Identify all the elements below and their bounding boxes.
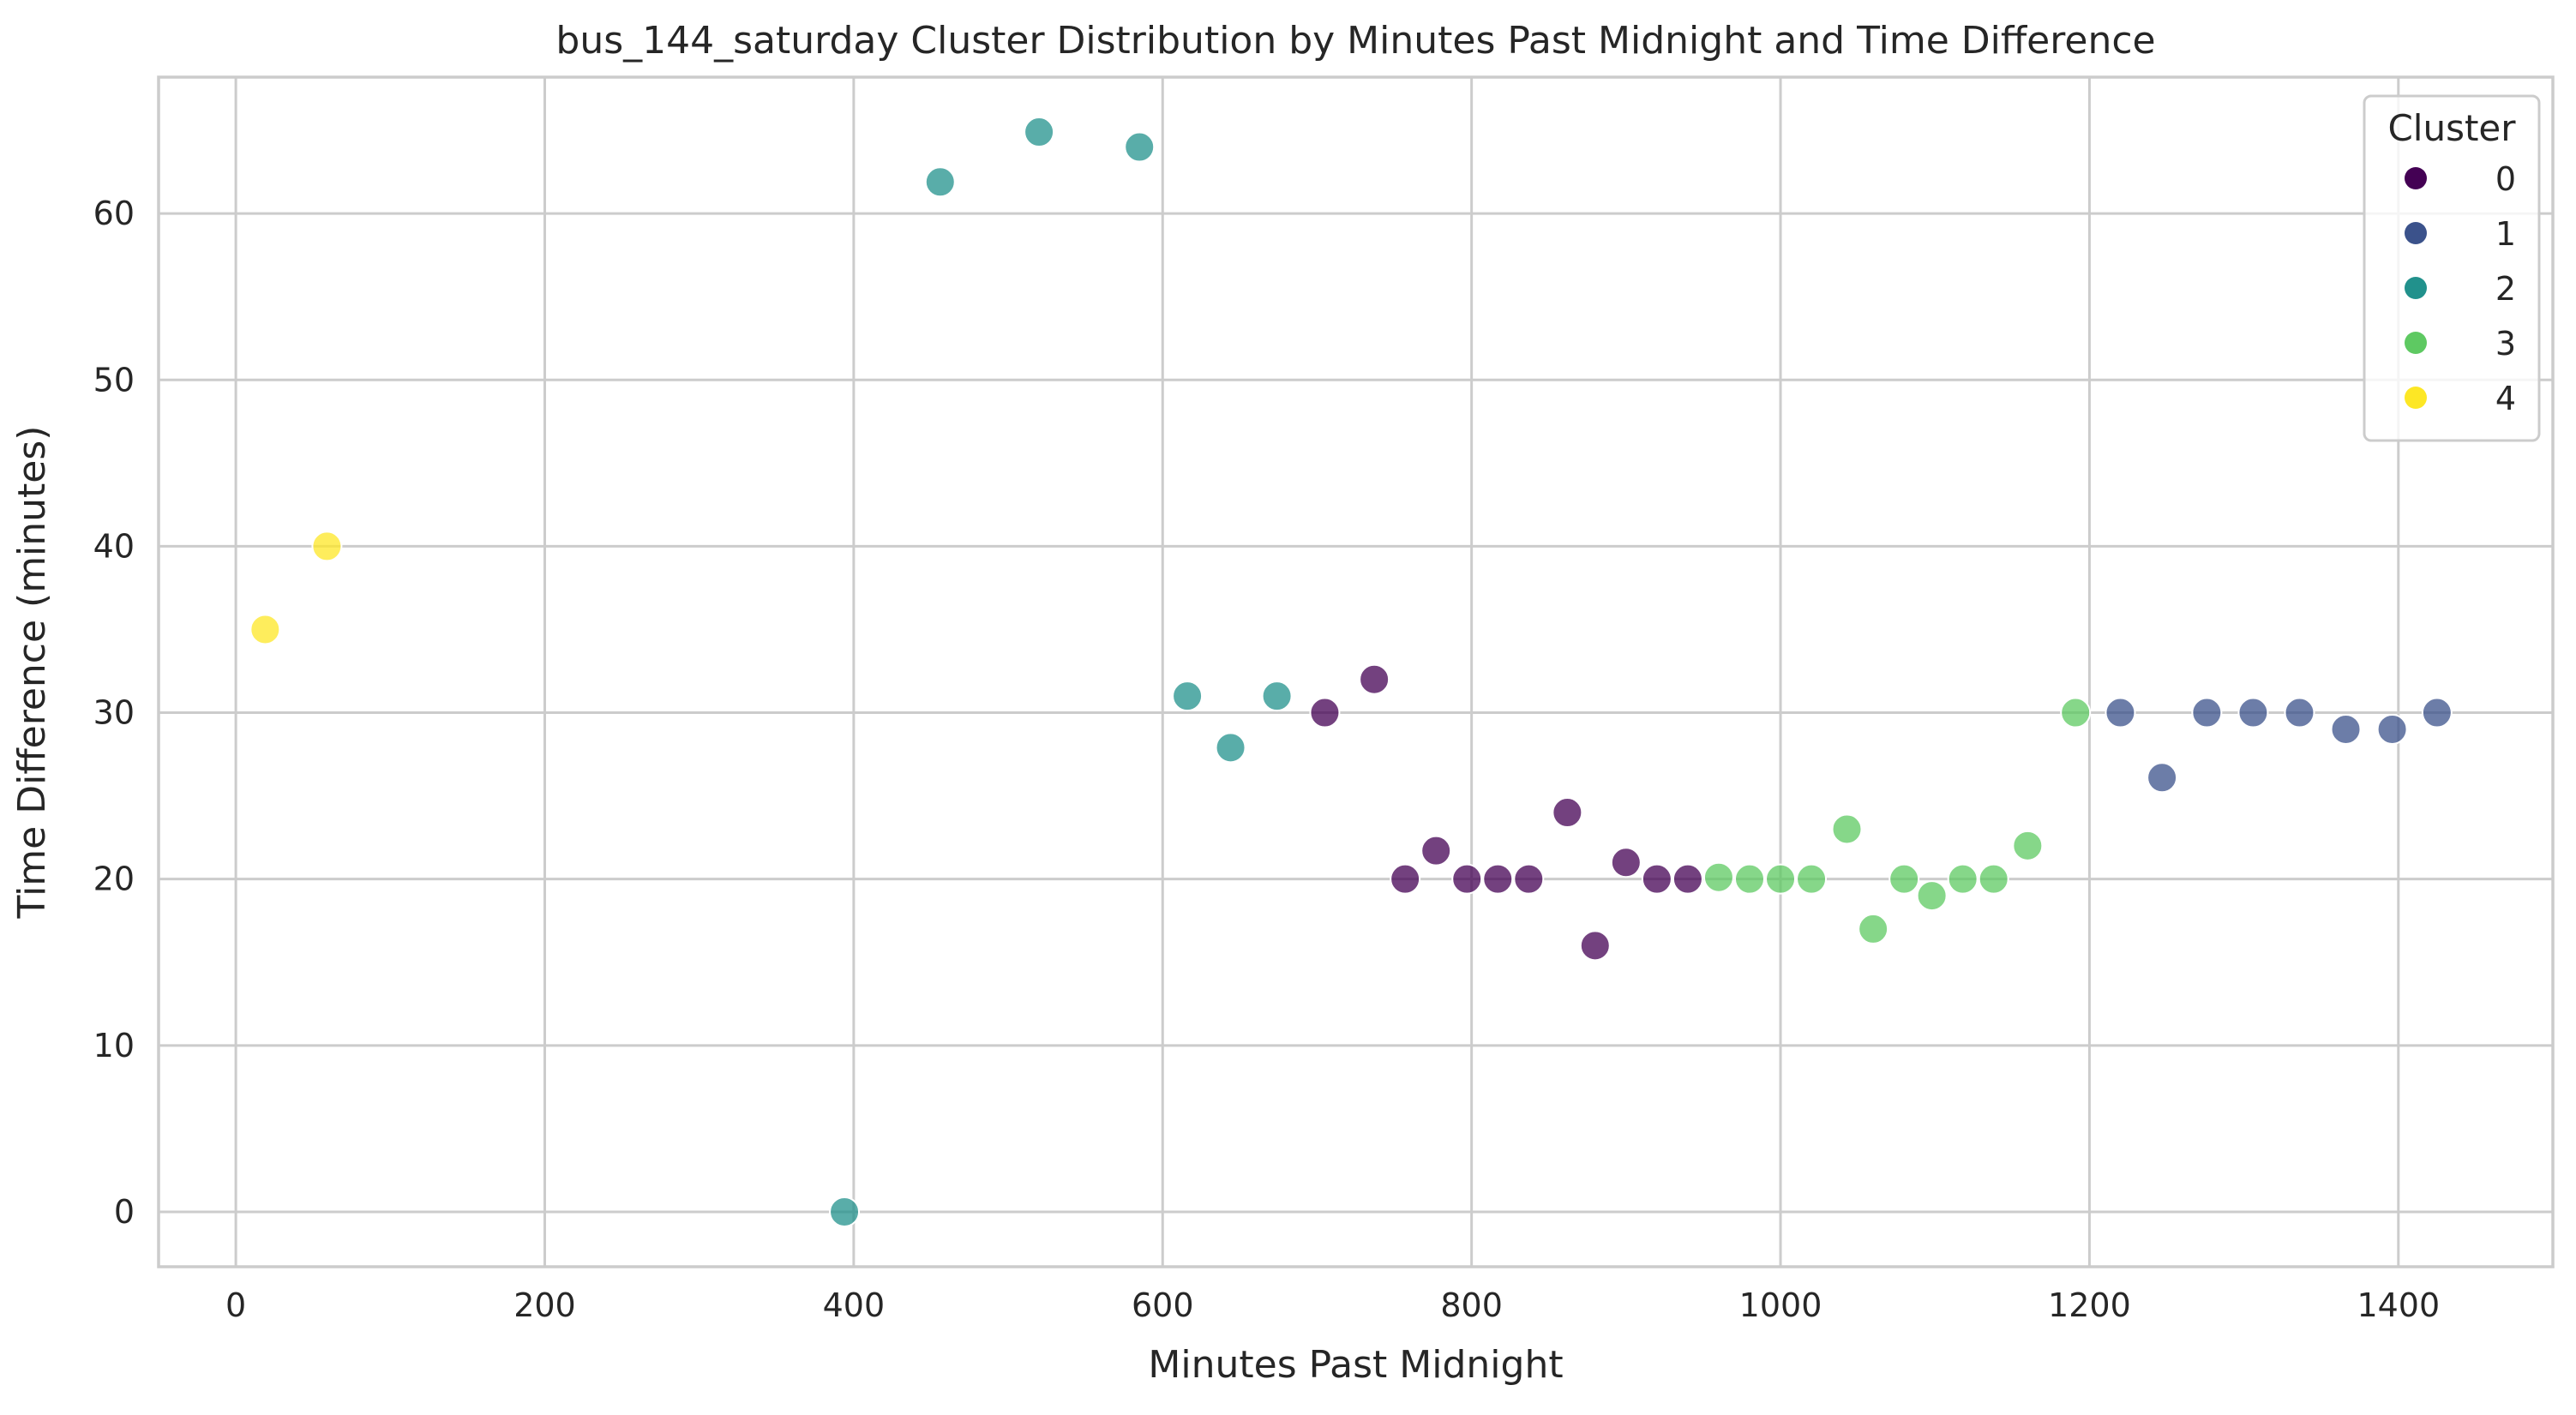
legend-marker-1 <box>2405 222 2427 244</box>
x-tick-label: 1200 <box>2048 1286 2131 1324</box>
y-tick-label: 60 <box>93 195 135 232</box>
legend-label-2: 2 <box>2495 270 2516 308</box>
y-tick-label: 40 <box>93 527 135 565</box>
legend-label-0: 0 <box>2495 160 2516 198</box>
y-axis-label: Time Difference (minutes) <box>10 426 54 920</box>
data-point-cluster-0 <box>1579 930 1611 962</box>
data-point-cluster-1 <box>2376 713 2408 745</box>
legend-label-1: 1 <box>2495 215 2516 253</box>
data-point-cluster-3 <box>1831 813 1863 845</box>
data-point-cluster-1 <box>2330 713 2362 745</box>
legend-marker-3 <box>2405 332 2427 354</box>
data-point-cluster-2 <box>1261 681 1293 712</box>
tick-labels: 0 200 400 600 800 1000 1200 1400 0 10 20 30 40 50 60 <box>93 195 2441 1324</box>
y-tick-label: 0 <box>114 1193 135 1231</box>
data-point-cluster-0 <box>1390 863 1421 895</box>
data-point-cluster-1 <box>2421 697 2453 728</box>
legend-marker-2 <box>2405 277 2427 299</box>
data-point-cluster-3 <box>1702 861 1734 893</box>
x-tick-label: 0 <box>225 1286 246 1324</box>
plot-frame <box>157 75 2555 1268</box>
data-point-cluster-3 <box>1796 863 1828 895</box>
data-point-cluster-2 <box>1215 732 1246 764</box>
data-point-cluster-0 <box>1552 797 1583 829</box>
data-point-cluster-3 <box>2060 697 2092 728</box>
legend-marker-0 <box>2405 167 2427 189</box>
y-tick-label: 50 <box>93 361 135 399</box>
data-point-cluster-0 <box>1359 663 1390 695</box>
data-point-cluster-3 <box>1947 863 1979 895</box>
legend-title: Cluster <box>2387 107 2516 149</box>
data-point-cluster-0 <box>1641 863 1672 895</box>
data-point-cluster-1 <box>2284 697 2315 728</box>
data-point-cluster-0 <box>1610 847 1642 878</box>
x-tick-label: 1400 <box>2357 1286 2440 1324</box>
data-point-cluster-2 <box>924 166 956 198</box>
data-point-cluster-4 <box>311 531 343 562</box>
data-point-cluster-3 <box>1765 863 1797 895</box>
data-point-cluster-0 <box>1482 863 1514 895</box>
x-tick-label: 200 <box>513 1286 576 1324</box>
data-point-cluster-3 <box>1978 863 2009 895</box>
data-point-cluster-1 <box>2147 762 2178 794</box>
data-point-cluster-3 <box>1916 880 1948 912</box>
x-axis-label: Minutes Past Midnight <box>1148 1343 1563 1387</box>
data-point-cluster-1 <box>2191 697 2223 728</box>
data-point-cluster-2 <box>1124 131 1156 163</box>
legend-label-4: 4 <box>2495 380 2516 417</box>
x-tick-label: 1000 <box>1739 1286 1822 1324</box>
data-point-cluster-3 <box>1888 863 1920 895</box>
data-point-cluster-2 <box>829 1196 861 1227</box>
x-tick-label: 600 <box>1132 1286 1194 1324</box>
x-tick-label: 800 <box>1440 1286 1503 1324</box>
data-point-cluster-3 <box>2012 830 2044 861</box>
data-point-cluster-0 <box>1513 863 1545 895</box>
data-point-cluster-2 <box>1024 117 1055 148</box>
data-point-cluster-3 <box>1858 913 1889 944</box>
grid-lines <box>159 77 2553 1267</box>
data-point-cluster-0 <box>1420 835 1452 866</box>
data-point-cluster-0 <box>1672 863 1703 895</box>
data-point-cluster-0 <box>1309 697 1341 728</box>
x-tick-label: 400 <box>823 1286 886 1324</box>
chart-title: bus_144_saturday Cluster Distribution by… <box>555 19 2155 63</box>
data-point-cluster-1 <box>2237 697 2269 728</box>
data-point-cluster-0 <box>1451 863 1483 895</box>
y-tick-label: 20 <box>93 860 135 898</box>
legend: Cluster 0 1 2 3 4 <box>2363 94 2541 442</box>
data-point-cluster-4 <box>249 614 281 645</box>
data-point-cluster-2 <box>1172 681 1204 712</box>
y-tick-label: 30 <box>93 694 135 732</box>
legend-marker-4 <box>2405 387 2427 409</box>
data-points <box>249 117 2453 1227</box>
legend-label-3: 3 <box>2495 325 2516 363</box>
data-point-cluster-3 <box>1733 863 1765 895</box>
y-tick-label: 10 <box>93 1027 135 1064</box>
data-point-cluster-1 <box>2105 697 2136 728</box>
